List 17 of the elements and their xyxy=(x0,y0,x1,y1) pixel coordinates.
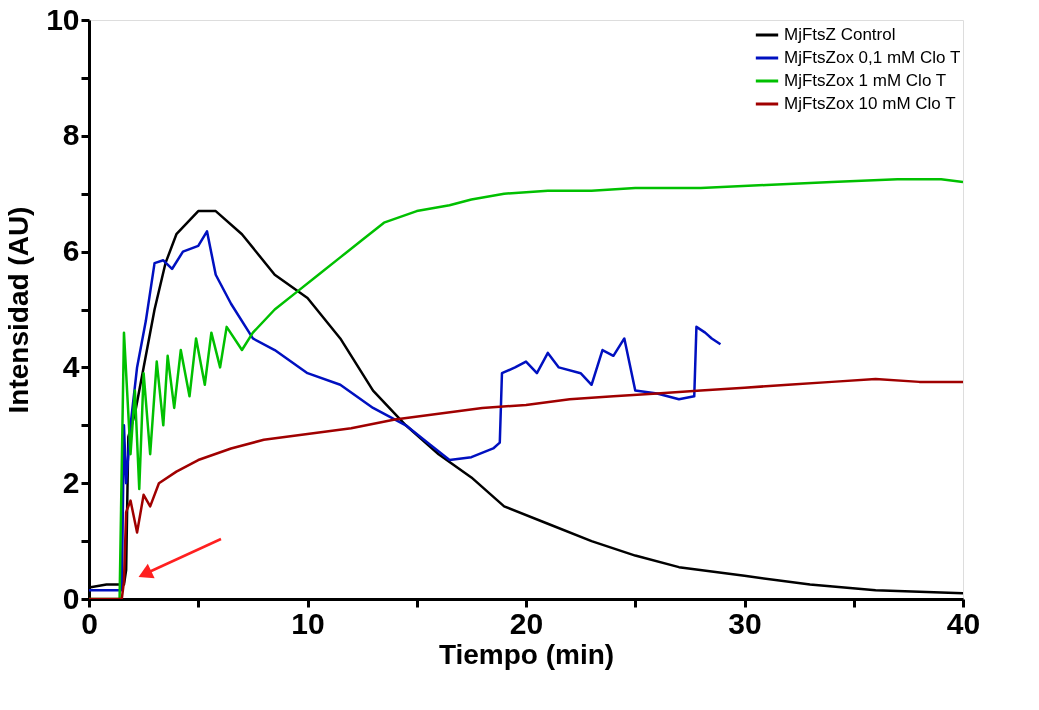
y-tick-label: 6 xyxy=(62,234,80,268)
y-tick-label: 8 xyxy=(62,118,80,152)
line-series xyxy=(89,230,722,592)
x-tick-label: 30 xyxy=(728,606,762,640)
y-axis-title: Intensidad (AU) xyxy=(3,206,35,414)
x-tick-label: 20 xyxy=(509,606,544,640)
y-tick-label: 2 xyxy=(62,465,80,499)
x-tick-label: 40 xyxy=(946,606,981,640)
legend-label: MjFtsZox 0,1 mM Clo T xyxy=(784,48,961,67)
y-tick-label: 10 xyxy=(46,2,80,36)
x-tick-label: 10 xyxy=(291,606,325,640)
x-axis-title: Tiempo (min) xyxy=(438,638,615,670)
y-tick-label: 0 xyxy=(62,581,80,615)
legend-label: MjFtsZox 10 mM Clo T xyxy=(784,94,956,113)
legend-label: MjFtsZ Control xyxy=(784,25,896,44)
y-tick-label: 4 xyxy=(62,349,80,383)
legend-label: MjFtsZox 1 mM Clo T xyxy=(784,71,947,90)
